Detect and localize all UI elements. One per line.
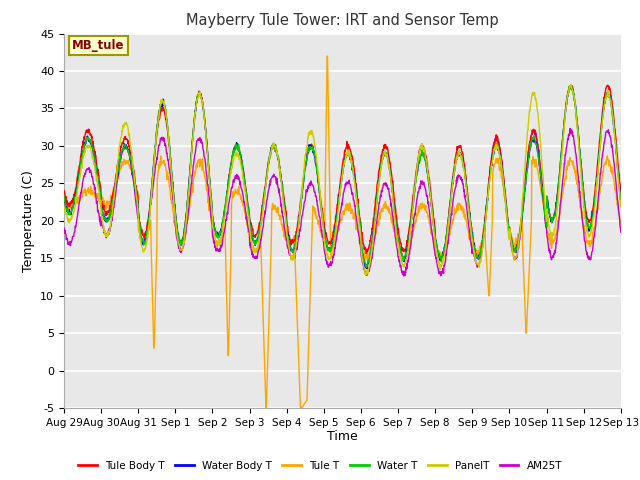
Y-axis label: Temperature (C): Temperature (C)	[22, 170, 35, 272]
Legend: Tule Body T, Water Body T, Tule T, Water T, PanelT, AM25T: Tule Body T, Water Body T, Tule T, Water…	[74, 456, 566, 475]
Text: MB_tule: MB_tule	[72, 38, 125, 51]
X-axis label: Time: Time	[327, 431, 358, 444]
Title: Mayberry Tule Tower: IRT and Sensor Temp: Mayberry Tule Tower: IRT and Sensor Temp	[186, 13, 499, 28]
